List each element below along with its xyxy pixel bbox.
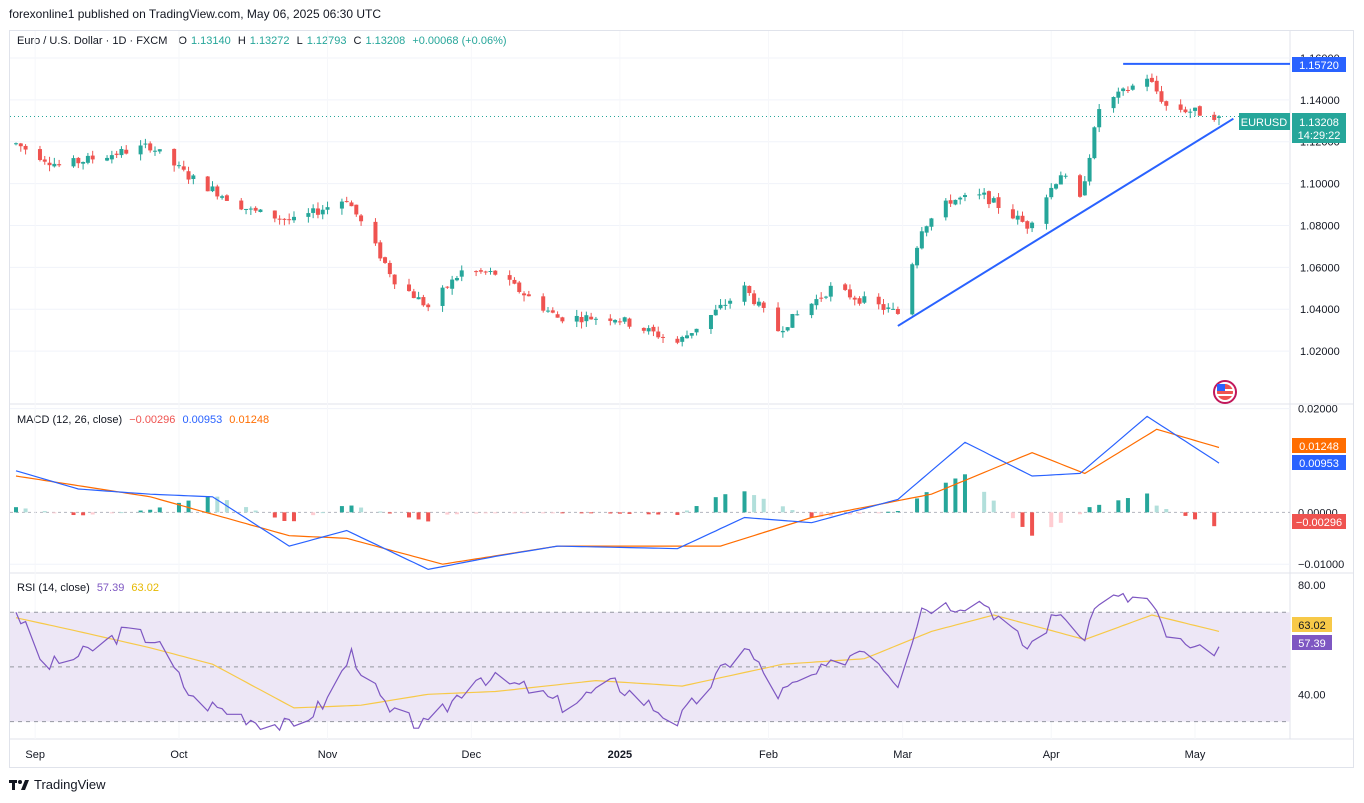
high-value: 1.13272 bbox=[249, 35, 290, 47]
rsi-legend: RSI (14, close) 57.39 63.02 bbox=[17, 582, 163, 594]
footer-brand: TradingView bbox=[9, 777, 106, 792]
tradingview-logo-icon bbox=[9, 779, 29, 790]
publisher-header: forexonline1 published on TradingView.co… bbox=[9, 7, 382, 21]
open-value: 1.13140 bbox=[190, 35, 231, 47]
rsi-ma-value: 63.02 bbox=[131, 582, 159, 594]
chart-frame bbox=[9, 30, 1354, 768]
low-value: 1.12793 bbox=[306, 35, 347, 47]
symbol-legend: Euro / U.S. Dollar · 1D · FXCM O 1.13140 … bbox=[17, 35, 511, 47]
close-value: 1.13208 bbox=[365, 35, 406, 47]
symbol-title: Euro / U.S. Dollar · 1D · FXCM bbox=[17, 35, 168, 47]
rsi-value: 57.39 bbox=[96, 582, 125, 594]
high-label: H bbox=[237, 35, 246, 47]
open-label: O bbox=[178, 35, 187, 47]
change-value: +0.00068 (+0.06%) bbox=[412, 35, 507, 47]
low-label: L bbox=[296, 35, 303, 47]
close-label: C bbox=[353, 35, 362, 47]
footer-brand-text: TradingView bbox=[34, 777, 106, 792]
